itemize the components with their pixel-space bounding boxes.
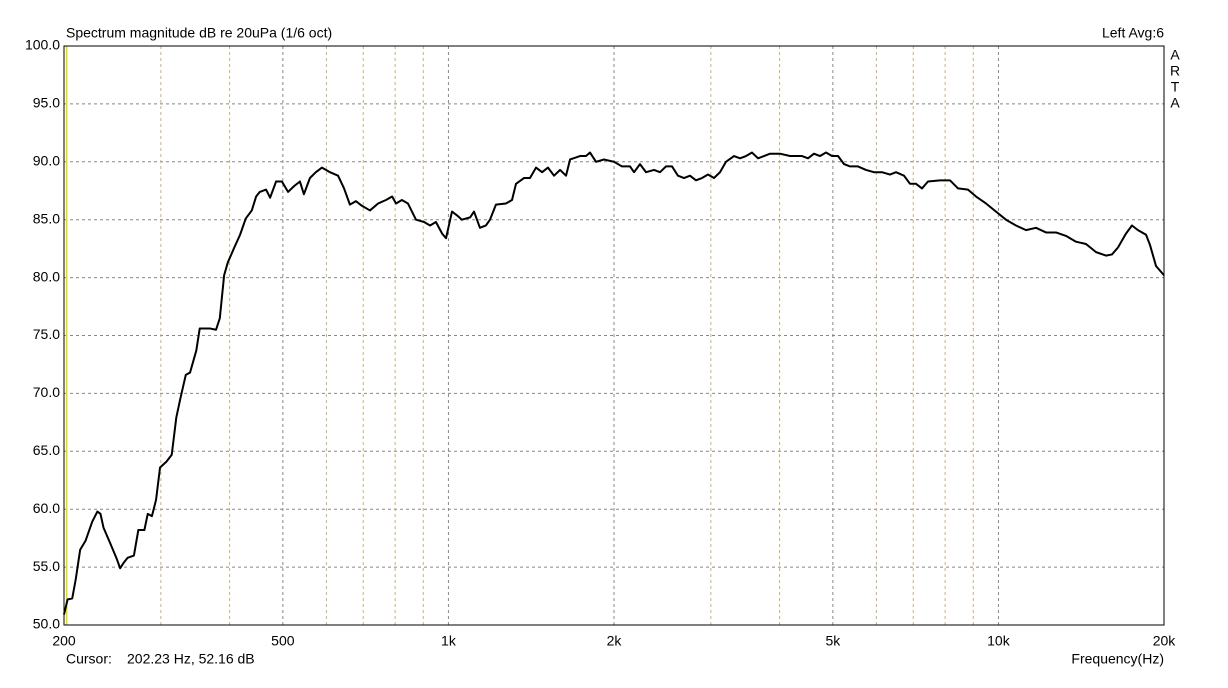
y-tick-label: 80.0 xyxy=(33,268,60,284)
y-tick-label: 100.0 xyxy=(25,37,60,53)
grid xyxy=(63,45,1165,626)
x-tick-label: 200 xyxy=(52,633,76,649)
side-label: R xyxy=(1170,63,1180,79)
y-tick-label: 85.0 xyxy=(33,210,60,226)
y-tick-label: 60.0 xyxy=(33,500,60,516)
y-tick-label: 95.0 xyxy=(33,95,60,111)
cursor-label: Cursor: xyxy=(66,651,112,667)
plot-frame xyxy=(63,45,1165,626)
y-tick-label: 90.0 xyxy=(33,153,60,169)
side-label: A xyxy=(1170,47,1180,63)
chart-title: Spectrum magnitude dB re 20uPa (1/6 oct) xyxy=(66,25,332,41)
side-label: T xyxy=(1171,79,1180,95)
channel-label: Left Avg:6 xyxy=(1102,25,1164,41)
x-tick-label: 20k xyxy=(1153,633,1177,649)
x-tick-label: 2k xyxy=(607,633,623,649)
y-tick-label: 70.0 xyxy=(33,384,60,400)
plot xyxy=(63,46,1165,625)
x-tick-label: 10k xyxy=(987,633,1011,649)
spectrum-line xyxy=(63,151,1165,615)
x-tick-label: 500 xyxy=(271,633,295,649)
y-tick-label: 50.0 xyxy=(33,616,60,632)
y-tick-label: 75.0 xyxy=(33,326,60,342)
y-tick-label: 65.0 xyxy=(33,442,60,458)
side-label: A xyxy=(1170,95,1180,111)
x-axis-label: Frequency(Hz) xyxy=(1071,651,1164,667)
y-tick-label: 55.0 xyxy=(33,558,60,574)
x-tick-label: 5k xyxy=(825,633,841,649)
cursor-readout: 202.23 Hz, 52.16 dB xyxy=(127,651,255,667)
x-tick-label: 1k xyxy=(441,633,457,649)
